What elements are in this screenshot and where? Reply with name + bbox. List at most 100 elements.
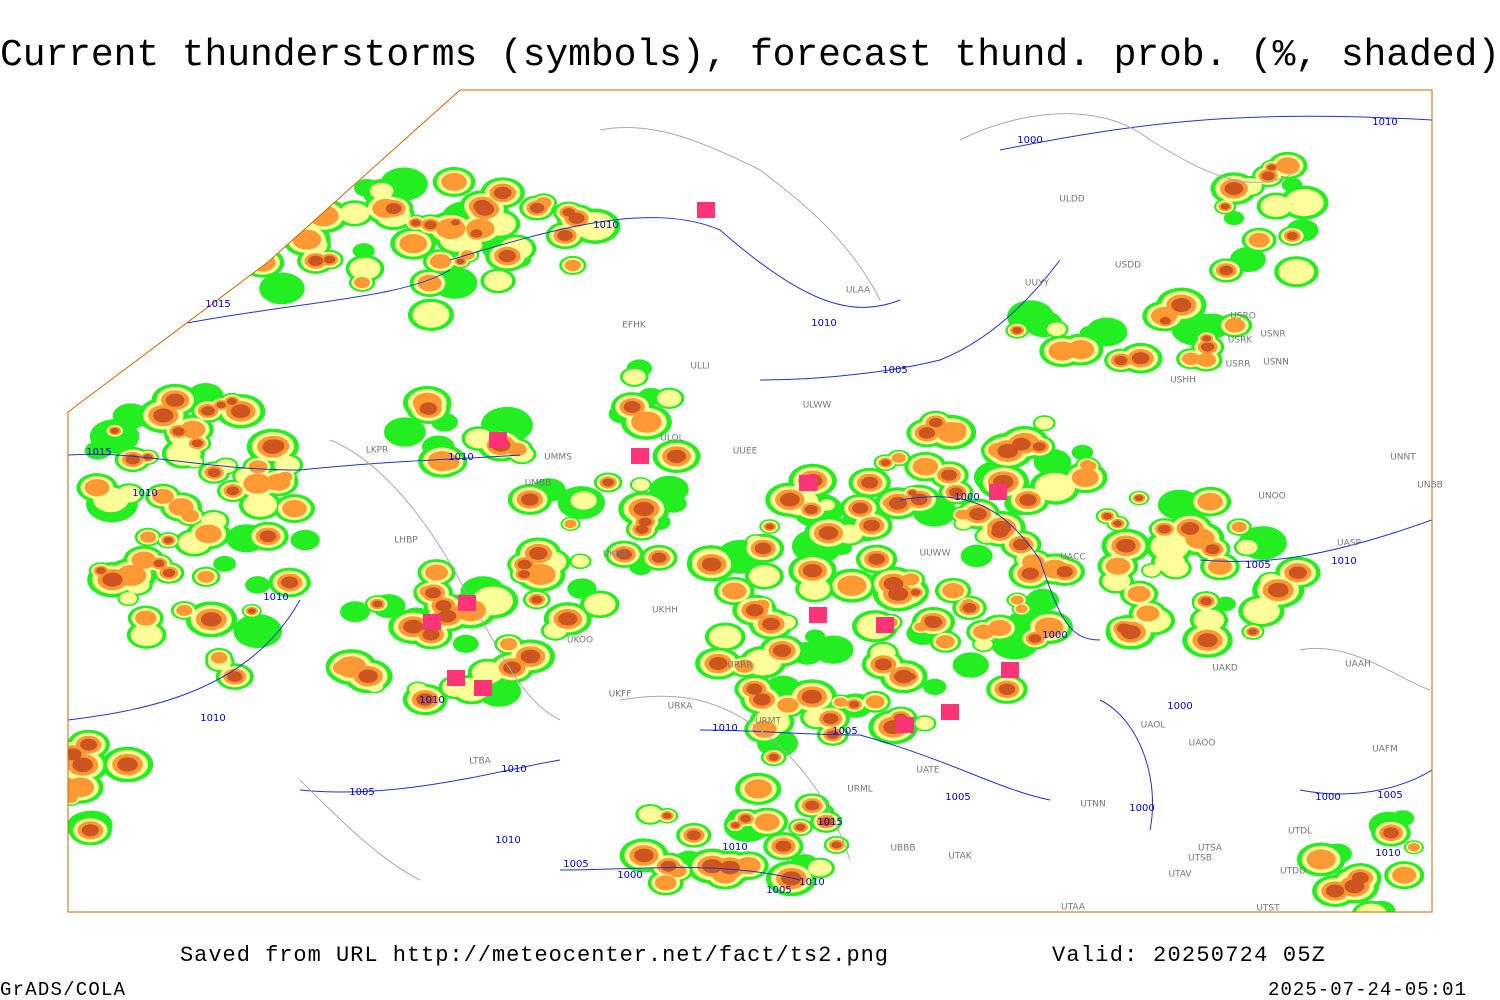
shade-cell [417, 274, 442, 292]
station-label: USRR [1226, 360, 1251, 370]
shade-cell [352, 243, 375, 259]
shade-cell [1407, 843, 1420, 852]
shade-cell [1022, 554, 1045, 571]
shade-cell [962, 603, 977, 613]
isobar-label: 1005 [1377, 790, 1402, 801]
isobar-label: 1000 [954, 492, 979, 503]
shade-cell [894, 669, 914, 684]
shade-cell [564, 259, 581, 272]
shade-cell [863, 519, 880, 532]
shade-cell [973, 624, 995, 640]
shade-cell [369, 182, 394, 200]
shade-cell [942, 583, 965, 599]
shade-cell [131, 551, 157, 569]
shade-cell [949, 487, 963, 498]
shade-cell [165, 393, 185, 407]
shade-cell [801, 689, 822, 704]
shade-cell [110, 427, 119, 434]
shade-cell [153, 408, 174, 423]
shade-cell [874, 658, 892, 671]
shade-cell [833, 697, 848, 708]
shade-cell [902, 573, 920, 586]
shade-cell [1158, 524, 1171, 534]
shade-cell [1162, 558, 1189, 578]
shade-cell [775, 840, 792, 852]
shade-cell [1034, 617, 1064, 638]
shade-cell [1114, 355, 1128, 366]
shade-cell [1019, 494, 1037, 507]
shade-cell [1197, 492, 1223, 511]
isobar-label: 1000 [1129, 803, 1154, 814]
shade-cell [259, 272, 305, 305]
station-label: UAOO [1189, 739, 1216, 749]
shade-cell [153, 559, 165, 568]
probability-shading [68, 151, 1425, 912]
shade-cell [558, 612, 578, 626]
shade-cell [201, 406, 215, 416]
shade-cell [1325, 884, 1345, 898]
shade-cell [651, 552, 667, 563]
shade-cell [452, 634, 479, 653]
shade-cell [910, 493, 928, 506]
shade-cell [140, 531, 157, 543]
shade-cell [734, 659, 754, 673]
station-label: ULLI [690, 362, 709, 372]
shade-cell [531, 595, 543, 604]
station-label: UKOO [567, 636, 593, 646]
shade-cell [181, 509, 199, 523]
shade-cell [245, 576, 271, 594]
shade-cell [910, 588, 921, 596]
shade-cell [753, 693, 771, 706]
shade-cell [1286, 232, 1299, 240]
station-label: USDD [1115, 261, 1141, 271]
isobar-label: 1010 [448, 452, 473, 463]
shade-cell [1205, 544, 1220, 555]
shade-cell [451, 219, 460, 226]
storm-symbol [799, 475, 817, 491]
shade-cell [772, 644, 792, 658]
station-label: USNN [1263, 358, 1289, 368]
station-label: UKHH [652, 606, 678, 616]
station-label: EFHK [622, 321, 647, 331]
isobar-label: 1015 [86, 447, 111, 458]
shade-cell [1159, 316, 1171, 325]
shade-cell [248, 460, 268, 474]
shade-cell [804, 504, 818, 515]
shade-cell [831, 841, 842, 849]
station-label: UTSB [1188, 854, 1212, 864]
shade-cell [746, 683, 763, 695]
shade-cell [521, 493, 539, 506]
shade-cell [1288, 566, 1307, 580]
shade-cell [745, 604, 764, 617]
shade-cell [207, 468, 221, 478]
station-label: UTAA [1061, 903, 1086, 913]
shade-cell [529, 202, 545, 214]
shade-cell [259, 530, 277, 543]
shade-cell [602, 478, 614, 487]
storm-symbol [941, 704, 959, 720]
shade-cell [638, 806, 663, 823]
shade-cell [1102, 571, 1131, 592]
shade-cell [1134, 495, 1144, 502]
shade-cell [422, 628, 440, 641]
shade-cell [266, 212, 291, 229]
shade-cell [354, 277, 370, 289]
shade-cell [1220, 203, 1230, 210]
shade-cell [1392, 866, 1417, 884]
shade-cell [701, 557, 722, 572]
shade-cell [781, 871, 802, 886]
coastlines [299, 113, 1431, 881]
shade-cell [638, 517, 652, 527]
shade-cell [1015, 604, 1028, 614]
station-label: UTDD [1280, 867, 1306, 877]
isobar-label: 1000 [1167, 701, 1192, 712]
shade-cell [654, 875, 677, 891]
shade-cell [1275, 157, 1300, 174]
shade-cell [1150, 532, 1190, 560]
shade-cell [1260, 195, 1292, 217]
shade-cell [1034, 472, 1076, 502]
shade-cell [571, 555, 590, 568]
station-label: UASP [1337, 539, 1361, 549]
station-label: ULWW [803, 401, 832, 411]
